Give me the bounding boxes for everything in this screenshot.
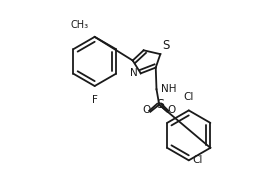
- Text: Cl: Cl: [184, 92, 194, 102]
- Text: Cl: Cl: [192, 155, 202, 165]
- Text: NH: NH: [161, 84, 177, 94]
- Text: O: O: [142, 105, 150, 115]
- Text: S: S: [162, 39, 169, 52]
- Text: S: S: [156, 98, 164, 111]
- Text: F: F: [92, 95, 98, 105]
- Text: N: N: [130, 68, 137, 78]
- Text: CH₃: CH₃: [71, 20, 89, 30]
- Text: O: O: [167, 105, 176, 115]
